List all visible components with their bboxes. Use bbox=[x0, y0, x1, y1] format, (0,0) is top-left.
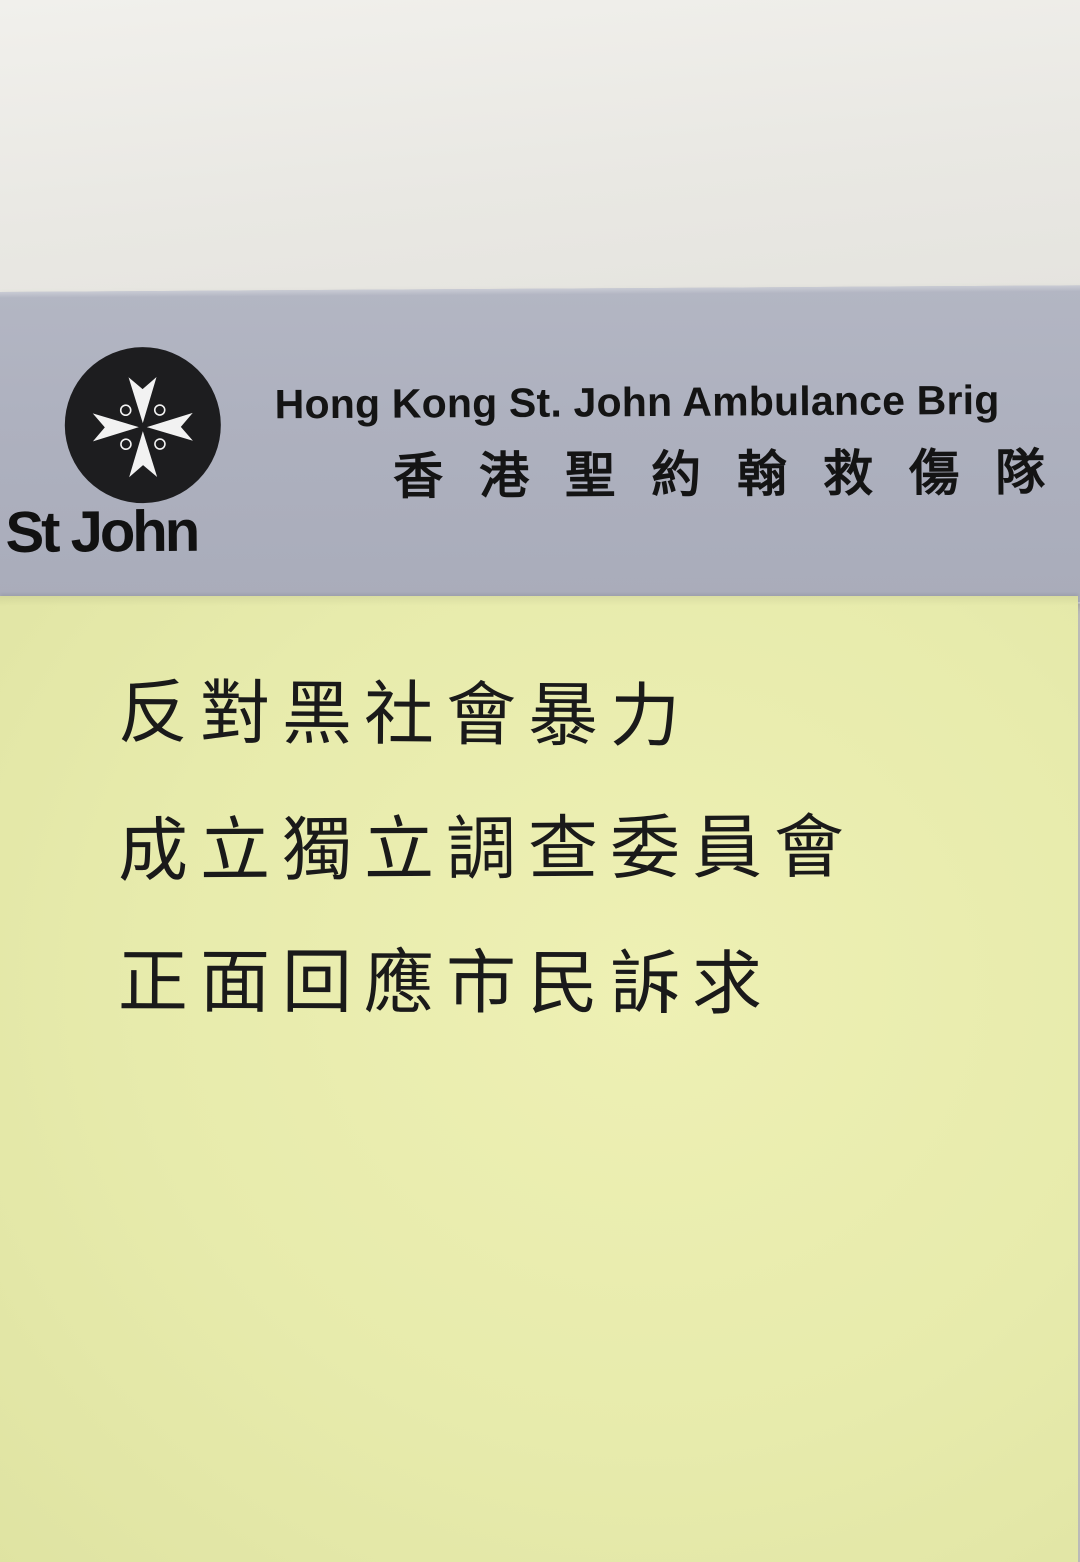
handwritten-message: 反對黑社會暴力 成立獨立調查委員會 正面回應市民訴求 bbox=[117, 671, 857, 1026]
st-john-banner: St John Hong Kong St. John Ambulance Bri… bbox=[0, 285, 1080, 610]
maltese-cross-icon bbox=[92, 377, 193, 478]
sticky-note: 反對黑社會暴力 成立獨立調查委員會 正面回應市民訴求 bbox=[0, 596, 1078, 1562]
background-paper bbox=[0, 0, 1080, 330]
organization-name-english: Hong Kong St. John Ambulance Brig bbox=[274, 376, 1000, 428]
organization-name-chinese: 香港聖約翰救傷隊 bbox=[392, 443, 1080, 506]
handwritten-line: 反對黑社會暴力 bbox=[117, 671, 693, 758]
logo-emblem bbox=[64, 346, 222, 504]
handwritten-line: 成立獨立調查委員會 bbox=[117, 806, 857, 892]
logo-wordmark: St John bbox=[5, 498, 198, 565]
handwritten-line: 正面回應市民訴求 bbox=[117, 940, 775, 1026]
